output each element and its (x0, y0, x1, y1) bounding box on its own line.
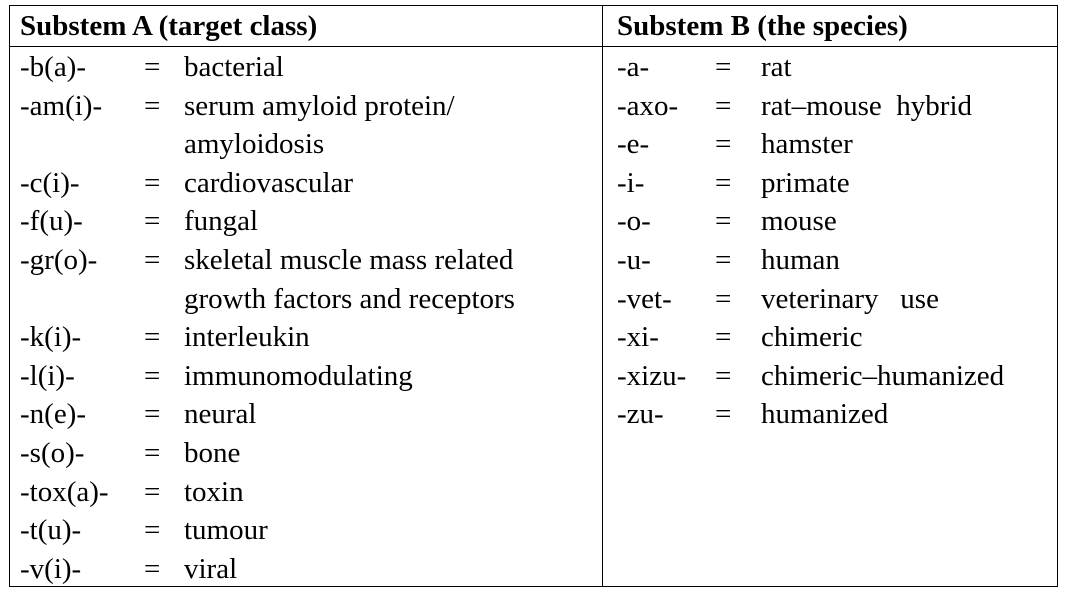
meaning-text: rat–mouse hybrid (761, 89, 973, 122)
meaning-text: rat (761, 51, 792, 83)
stem-label: -l(i)- (20, 359, 75, 392)
stem-label: -i- (617, 166, 645, 199)
header-divider (10, 46, 1057, 47)
equals-sign: = (144, 359, 161, 392)
stem-label: -axo- (617, 89, 679, 122)
meaning-line: toxin (184, 475, 244, 508)
stem-label: -f(u)- (20, 205, 83, 238)
meaning-text: tumour (184, 511, 268, 550)
meaning-text: chimeric–humanized (761, 359, 1005, 392)
meaning-line: serum amyloid protein/ (184, 89, 455, 122)
stem-label: -b(a)- (20, 51, 87, 83)
stem-label: -e- (617, 128, 650, 161)
meaning-line: interleukin (184, 321, 310, 354)
stem-label: -vet- (617, 282, 672, 315)
meaning-line: bone (184, 436, 241, 469)
meaning-text: chimeric (761, 321, 863, 354)
meaning-text: interleukin (184, 318, 310, 357)
stem-label: -s(o)- (20, 436, 85, 469)
meaning-line: tumour (184, 514, 268, 547)
stem-label: -tox(a)- (20, 475, 109, 508)
header-substem-a: Substem A (target class) (20, 10, 318, 42)
substem-table: Substem A (target class) Substem B (the … (9, 5, 1058, 587)
stem-label: -o- (617, 205, 651, 238)
meaning-text: skeletal muscle mass related growth facto… (184, 241, 515, 318)
equals-sign: = (715, 243, 732, 276)
equals-sign: = (144, 552, 161, 585)
meaning-line: immunomodulating (184, 359, 413, 392)
meaning-line: growth factors and receptors (184, 282, 515, 315)
equals-sign: = (715, 205, 732, 238)
meaning-text: primate (761, 166, 850, 199)
equals-sign: = (144, 436, 161, 469)
equals-sign: = (715, 51, 732, 83)
meaning-text: immunomodulating (184, 357, 413, 396)
stem-label: -c(i)- (20, 166, 80, 199)
meaning-text: fungal (184, 202, 258, 241)
meaning-line: bacterial (184, 51, 284, 83)
stem-label: -gr(o)- (20, 243, 98, 276)
column-divider (602, 6, 603, 586)
stem-label: -xizu- (617, 359, 687, 392)
meaning-text: cardiovascular (184, 164, 353, 203)
equals-sign: = (715, 359, 732, 392)
stem-label: -zu- (617, 398, 664, 431)
header-substem-b: Substem B (the species) (617, 10, 908, 42)
equals-sign: = (144, 243, 161, 276)
stem-label: -k(i)- (20, 321, 82, 354)
meaning-text: human (761, 243, 840, 276)
meaning-text: humanized (761, 398, 889, 431)
equals-sign: = (144, 166, 161, 199)
meaning-text: bacterial (184, 48, 284, 87)
equals-sign: = (144, 514, 161, 547)
equals-sign: = (715, 128, 732, 161)
equals-sign: = (144, 475, 161, 508)
equals-sign: = (144, 205, 161, 238)
meaning-text: veterinary use (761, 282, 939, 315)
meaning-text: hamster (761, 128, 853, 161)
stem-label: -n(e)- (20, 398, 87, 431)
meaning-line: skeletal muscle mass related (184, 243, 514, 276)
meaning-line: amyloidosis (184, 128, 325, 161)
meaning-line: cardiovascular (184, 166, 354, 199)
equals-sign: = (715, 282, 732, 315)
meaning-line: neural (184, 398, 257, 431)
equals-sign: = (144, 89, 161, 122)
meaning-text: bone (184, 434, 240, 473)
equals-sign: = (715, 398, 732, 431)
stem-label: -t(u)- (20, 514, 82, 547)
stem-label: -v(i)- (20, 552, 82, 585)
meaning-text: serum amyloid protein/amyloidosis (184, 87, 455, 164)
equals-sign: = (144, 398, 161, 431)
meaning-line: viral (184, 552, 238, 585)
equals-sign: = (715, 166, 732, 199)
equals-sign: = (715, 321, 732, 354)
meaning-text: viral (184, 550, 237, 589)
stem-label: -u- (617, 243, 651, 276)
stem-label: -a- (617, 51, 650, 83)
stem-label: -am(i)- (20, 89, 103, 122)
meaning-line: fungal (184, 205, 259, 238)
equals-sign: = (144, 51, 161, 83)
stem-label: -xi- (617, 321, 659, 354)
meaning-text: mouse (761, 205, 837, 238)
meaning-text: neural (184, 395, 256, 434)
equals-sign: = (144, 321, 161, 354)
meaning-text: toxin (184, 473, 244, 512)
equals-sign: = (715, 89, 732, 122)
